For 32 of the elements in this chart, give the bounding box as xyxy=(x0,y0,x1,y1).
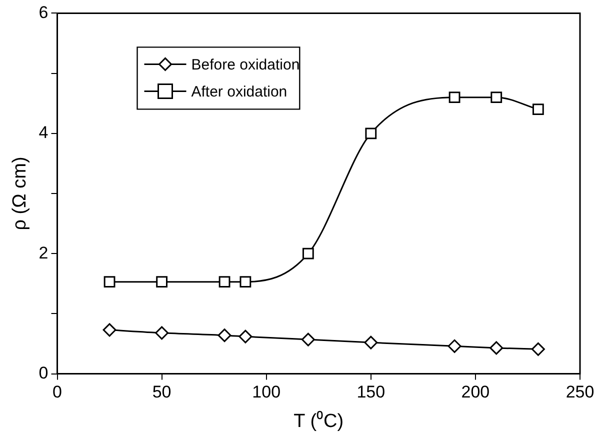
x-tick-label: 50 xyxy=(152,382,172,402)
point xyxy=(102,323,116,337)
point xyxy=(490,341,504,355)
point xyxy=(532,104,544,116)
point xyxy=(301,332,315,346)
legend-label: After oxidation xyxy=(191,83,288,100)
x-tick-label: 250 xyxy=(566,382,594,402)
y-tick-label: 2 xyxy=(38,243,48,262)
point xyxy=(364,336,378,350)
point xyxy=(238,330,252,344)
x-tick-label: 200 xyxy=(461,382,490,402)
y-tick-label: 4 xyxy=(38,123,48,142)
legend-label: Before oxidation xyxy=(191,56,300,74)
point xyxy=(302,248,314,260)
point xyxy=(218,276,230,288)
y-tick-label: 6 xyxy=(38,2,48,22)
point xyxy=(490,92,502,104)
point xyxy=(365,128,377,140)
point xyxy=(531,342,545,356)
x-tick-label: 150 xyxy=(356,382,386,402)
point xyxy=(218,328,232,342)
x-axis-title: T (⁰C) xyxy=(294,410,344,432)
y-axis-title: ρ (Ω cm) xyxy=(10,156,31,230)
point xyxy=(104,276,116,288)
y-tick-label: 0 xyxy=(38,363,48,382)
point xyxy=(156,276,168,288)
point xyxy=(240,276,252,288)
point xyxy=(155,326,169,340)
point xyxy=(448,92,460,104)
x-tick-label: 100 xyxy=(252,382,281,402)
x-tick-label: 0 xyxy=(52,382,62,402)
point xyxy=(448,339,462,353)
